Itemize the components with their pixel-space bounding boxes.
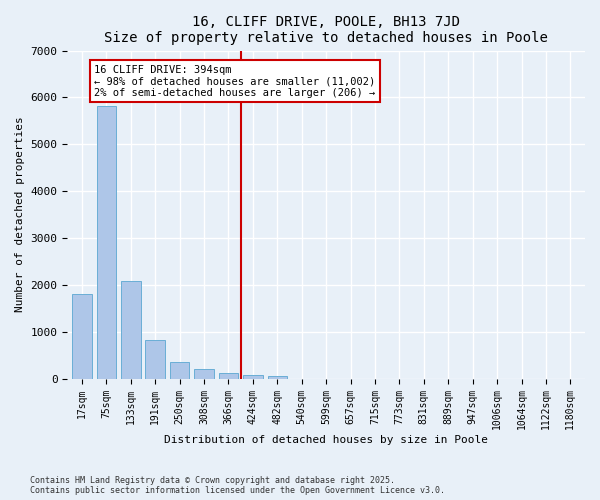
Bar: [268, 376, 287, 378]
Bar: [121, 281, 140, 378]
Bar: [72, 294, 92, 378]
Y-axis label: Number of detached properties: Number of detached properties: [15, 116, 25, 312]
Bar: [243, 375, 263, 378]
Text: Contains HM Land Registry data © Crown copyright and database right 2025.
Contai: Contains HM Land Registry data © Crown c…: [30, 476, 445, 495]
X-axis label: Distribution of detached houses by size in Poole: Distribution of detached houses by size …: [164, 435, 488, 445]
Bar: [170, 362, 190, 378]
Bar: [145, 340, 165, 378]
Text: 16 CLIFF DRIVE: 394sqm
← 98% of detached houses are smaller (11,002)
2% of semi-: 16 CLIFF DRIVE: 394sqm ← 98% of detached…: [94, 64, 376, 98]
Bar: [194, 369, 214, 378]
Bar: [218, 374, 238, 378]
Bar: [97, 106, 116, 378]
Title: 16, CLIFF DRIVE, POOLE, BH13 7JD
Size of property relative to detached houses in: 16, CLIFF DRIVE, POOLE, BH13 7JD Size of…: [104, 15, 548, 45]
